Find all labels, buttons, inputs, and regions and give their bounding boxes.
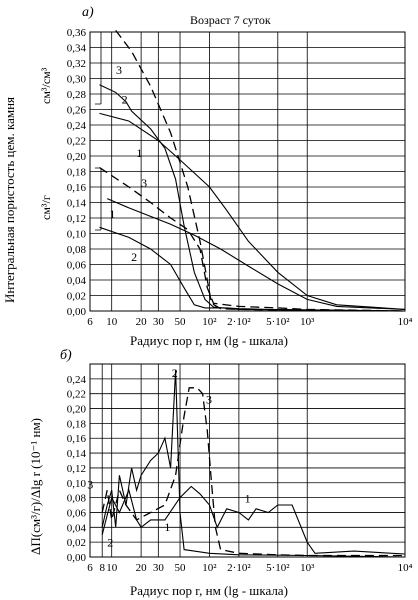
panel-label-b: б) (60, 348, 72, 363)
x-tick-label: 2·10² (227, 562, 251, 574)
x-tick-label: 6 (87, 316, 93, 328)
y-tick-label: 0,16 (67, 433, 87, 445)
x-tick-label: 10² (202, 562, 217, 574)
series-line-2-volume (99, 84, 406, 312)
bracket-volume (95, 31, 102, 105)
series-line-3-volume (115, 30, 406, 312)
x-tick-label: 6 (87, 562, 93, 574)
plot-frame-b (89, 363, 406, 558)
x-tick-label: 10 (106, 562, 118, 574)
curve-label: 3 (87, 478, 93, 492)
x-tick-label: 10⁴ (398, 316, 413, 328)
y-tick-label: 0,34 (67, 43, 87, 55)
curve-label: 2 (172, 366, 178, 380)
x-tick-label: 10² (202, 316, 217, 328)
unit-label-volume: см³/см³ (39, 67, 53, 104)
panel-title-a: Возраст 7 суток (190, 13, 271, 27)
curve-label: 3 (206, 393, 212, 407)
panel-label-a: а) (82, 5, 94, 20)
y-tick-label: 0,26 (67, 105, 87, 117)
series-line-2-mass (99, 226, 406, 312)
curve-label: 2 (122, 92, 128, 106)
y-tick-label: 0,04 (67, 275, 87, 287)
x-tick-label: 10³ (300, 316, 315, 328)
unit-label-mass: см³/г (39, 195, 53, 220)
series-line-3 (101, 387, 405, 557)
curve-label: 1 (136, 146, 142, 160)
curve-label: 2 (131, 250, 137, 264)
series-line-1-mass (106, 198, 406, 310)
y-tick-label: 0,22 (67, 136, 86, 148)
y-tick-label: 0,14 (67, 448, 87, 460)
y-tick-label: 0,08 (67, 244, 87, 256)
x-tick-label: 10³ (300, 562, 315, 574)
y-tick-label: 0,14 (67, 198, 87, 210)
y-tick-label: 0,02 (67, 537, 86, 549)
y-tick-label: 0,12 (67, 463, 86, 475)
x-tick-label: 20 (136, 562, 148, 574)
y-tick-label: 0,08 (67, 493, 87, 505)
curve-label: 1 (164, 520, 170, 534)
series-line-2 (101, 369, 406, 558)
series-line-3-mass (99, 167, 406, 312)
x-tick-label: 10 (106, 316, 118, 328)
y-tick-label: 0,10 (67, 478, 87, 490)
y-tick-label: 0,28 (67, 89, 87, 101)
chart-panel-b: б) 0,00 0,02 0,04 0,06 0,08 0,10 0,12 0,14 0,16 0… (28, 348, 413, 598)
y-tick-label: 0,02 (67, 291, 86, 303)
series-line-1-volume (99, 112, 406, 310)
y-axis-label-b: ΔП(см³/г)/Δlg r (10⁻¹ нм) (28, 418, 43, 555)
x-tick-label: 5·10² (266, 562, 290, 574)
x-axis-label-b: Радиус пор r, нм (lg - шкала) (130, 583, 288, 598)
y-tick-label: 0,06 (67, 507, 87, 519)
curve-label: 2 (107, 535, 113, 549)
y-tick-label: 0,00 (67, 552, 87, 564)
y-tick-label: 0,32 (67, 58, 86, 70)
y-tick-label: 0,12 (67, 213, 86, 225)
curve-label: 3 (141, 176, 147, 190)
x-tick-label: 20 (136, 316, 148, 328)
x-tick-label: 10⁴ (398, 562, 413, 574)
x-tick-label: 8 (99, 562, 105, 574)
x-tick-label: 2·10² (227, 316, 251, 328)
y-tick-label: 0,36 (67, 27, 87, 39)
curve-label: 1 (109, 207, 115, 221)
x-axis-label-a: Радиус пор r, нм (lg - шкала) (130, 333, 288, 348)
curve-label: 1 (245, 492, 251, 506)
y-tick-label: 0,10 (67, 229, 87, 241)
x-tick-label: 50 (175, 562, 187, 574)
x-tick-label: 30 (153, 316, 165, 328)
chart-panel-a: а) Возраст 7 суток 0,00 0,02 0,04 0,06 0,08 0… (2, 5, 413, 348)
y-tick-label: 0,00 (67, 306, 87, 318)
y-tick-label: 0,04 (67, 522, 87, 534)
y-tick-label: 0,24 (67, 120, 87, 132)
y-tick-label: 0,18 (67, 418, 87, 430)
series-line-1 (101, 485, 406, 555)
x-tick-label: 5·10² (266, 316, 290, 328)
bracket-mass (95, 167, 102, 231)
y-axis-label-a: Интегральная пористость цем. камня (2, 97, 17, 303)
y-tick-label: 0,20 (67, 404, 87, 416)
plot-frame-a (89, 31, 406, 312)
y-tick-label: 0,16 (67, 182, 87, 194)
y-tick-label: 0,06 (67, 260, 87, 272)
y-tick-label: 0,18 (67, 167, 87, 179)
x-tick-label: 30 (153, 562, 165, 574)
curve-label: 3 (116, 63, 122, 77)
y-tick-label: 0,30 (67, 74, 87, 86)
y-tick-label: 0,24 (67, 374, 87, 386)
y-tick-label: 0,22 (67, 389, 86, 401)
y-tick-label: 0,20 (67, 151, 87, 163)
x-tick-label: 50 (175, 316, 187, 328)
